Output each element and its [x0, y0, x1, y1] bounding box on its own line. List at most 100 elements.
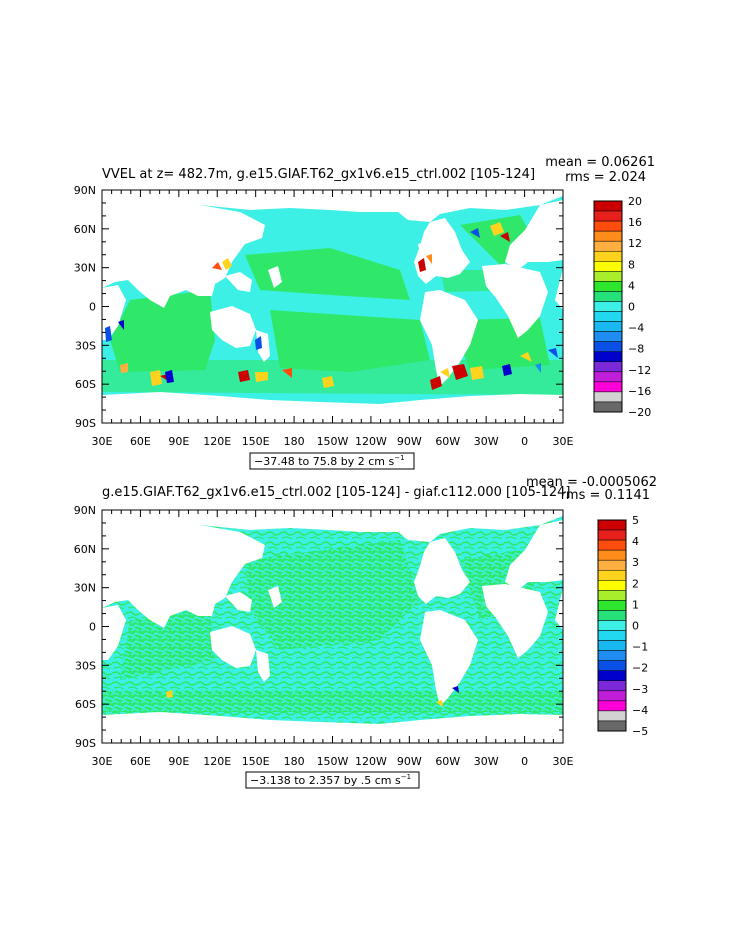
- y-tick-label: 30S: [75, 659, 96, 672]
- x-tick-label: 60W: [435, 435, 460, 448]
- x-tick-label: 150E: [242, 755, 270, 768]
- panel-2-x-ticks: 30E 60E 90E 120E 150E 180 150W 120W 90W 60W 30W 0 30…: [92, 510, 574, 768]
- colorbar-label: 8: [628, 258, 635, 271]
- colorbar-swatch: [597, 680, 627, 692]
- colorbar-swatch: [597, 720, 627, 732]
- colorbar-swatch: [593, 261, 623, 272]
- colorbar-swatch: [593, 361, 623, 373]
- panel-2-rms: rms = 0.1141: [561, 488, 650, 503]
- y-tick-label: 90S: [75, 417, 96, 430]
- colorbar-swatch: [597, 600, 627, 611]
- colorbar-label: 12: [628, 237, 642, 250]
- colorbar-swatch: [593, 220, 623, 232]
- colorbar-swatch: [593, 281, 623, 292]
- x-tick-label: 90W: [397, 755, 422, 768]
- y-tick-label: 0: [89, 621, 96, 634]
- panel-2-title: g.e15.GIAF.T62_gx1v6.e15_ctrl.002 [105-1…: [102, 485, 571, 500]
- svg-text:−37.48 to 75.8 by 2 cm s−1: −37.48 to 75.8 by 2 cm s−1: [254, 454, 405, 468]
- panel-2-map: [102, 510, 563, 743]
- x-tick-label: 120E: [203, 755, 231, 768]
- x-tick-label: 150W: [317, 755, 349, 768]
- x-tick-label: 60E: [130, 435, 151, 448]
- panel-1: VVEL at z= 482.7m, g.e15.GIAF.T62_gx1v6.…: [74, 155, 655, 470]
- x-tick-label: 90W: [397, 435, 422, 448]
- colorbar-swatch: [597, 690, 627, 702]
- colorbar-label: −2: [632, 662, 648, 675]
- x-tick-label: 180: [284, 755, 305, 768]
- colorbar-frame: [597, 519, 627, 732]
- colorbar-label: 0: [628, 301, 635, 314]
- y-tick-label: 90N: [74, 184, 96, 197]
- colorbar-label: −12: [628, 364, 651, 377]
- x-tick-label: 120W: [355, 755, 387, 768]
- colorbar-label: −3: [632, 683, 648, 696]
- colorbar-swatch: [593, 230, 623, 242]
- x-tick-label: 90E: [168, 435, 189, 448]
- colorbar-label: 4: [628, 279, 635, 292]
- colorbar-label: 3: [632, 556, 639, 569]
- colorbar-swatch: [597, 580, 627, 591]
- panel-1-frame: 30E 60E 90E 120E 150E 180 150W 120W 90W 60W 30W 0 30…: [74, 184, 574, 448]
- colorbar-swatch: [593, 291, 623, 302]
- x-tick-label: 0: [521, 435, 528, 448]
- x-tick-label: 30W: [474, 755, 499, 768]
- panel-1-range-label: −37.48 to 75.8 by 2 cm s: [254, 455, 394, 468]
- colorbar-swatch: [597, 700, 627, 712]
- colorbar-label: −4: [628, 322, 644, 335]
- panel-2-range-sup: −1: [401, 773, 411, 781]
- x-tick-label: 30E: [553, 435, 574, 448]
- panel-2-colorbar: 5 4 3 2 1 0 −1 −2 −3 −4 −5: [597, 514, 648, 738]
- colorbar-swatch: [593, 200, 623, 212]
- colorbar-swatch: [593, 351, 623, 363]
- y-tick-label: 90S: [75, 737, 96, 750]
- colorbar-swatch: [597, 569, 627, 581]
- colorbar-label: 5: [632, 514, 639, 527]
- panel-2-hotspots: [166, 686, 459, 707]
- x-tick-label: 60E: [130, 755, 151, 768]
- colorbar-label: −16: [628, 385, 651, 398]
- colorbar-swatch: [593, 391, 623, 403]
- panel-2: g.e15.GIAF.T62_gx1v6.e15_ctrl.002 [105-1…: [74, 475, 657, 789]
- x-tick-label: 30E: [553, 755, 574, 768]
- y-tick-label: 30S: [75, 339, 96, 352]
- panel-2-land: [102, 510, 563, 743]
- x-tick-label: 150W: [317, 435, 349, 448]
- y-tick-label: 0: [89, 301, 96, 314]
- colorbar-frame: [593, 200, 623, 413]
- colorbar-swatch: [593, 271, 623, 282]
- colorbar-swatch: [597, 630, 627, 641]
- colorbar-label: −4: [632, 704, 648, 717]
- panel-2-range-label: −3.138 to 2.357 by .5 cm s: [250, 774, 401, 787]
- colorbar-label: 16: [628, 216, 642, 229]
- panel-1-map: [102, 190, 563, 423]
- colorbar-swatch: [597, 660, 627, 671]
- colorbar-swatch: [597, 710, 627, 722]
- colorbar-swatch: [593, 371, 623, 383]
- colorbar-label: −20: [628, 406, 651, 419]
- colorbar-swatch: [593, 240, 623, 252]
- y-tick-label: 60S: [75, 698, 96, 711]
- colorbar-swatch: [597, 650, 627, 661]
- colorbar-swatch: [597, 620, 627, 631]
- colorbar-swatch: [597, 549, 627, 561]
- colorbar-swatch: [593, 331, 623, 342]
- x-tick-label: 120E: [203, 435, 231, 448]
- x-tick-label: 150E: [242, 435, 270, 448]
- colorbar-label: 4: [632, 535, 639, 548]
- colorbar-swatch: [593, 301, 623, 312]
- colorbar-label: −5: [632, 725, 648, 738]
- colorbar-label: 1: [632, 598, 639, 611]
- colorbar-swatch: [597, 670, 627, 682]
- x-tick-label: 30W: [474, 435, 499, 448]
- panel-2-frame: 30E 60E 90E 120E 150E 180 150W 120W 90W 60W 30W 0 30…: [74, 504, 574, 768]
- panel-1-mean: mean = 0.06261: [545, 155, 655, 170]
- y-tick-label: 30N: [74, 582, 96, 595]
- colorbar-label: 0: [632, 620, 639, 633]
- x-tick-label: 90E: [168, 755, 189, 768]
- panel-1-blue-spots: [105, 228, 558, 383]
- x-tick-label: 60W: [435, 755, 460, 768]
- x-tick-label: 180: [284, 435, 305, 448]
- colorbar-swatch: [593, 210, 623, 222]
- panel-2-range-box: −3.138 to 2.357 by .5 cm s−1: [245, 771, 420, 789]
